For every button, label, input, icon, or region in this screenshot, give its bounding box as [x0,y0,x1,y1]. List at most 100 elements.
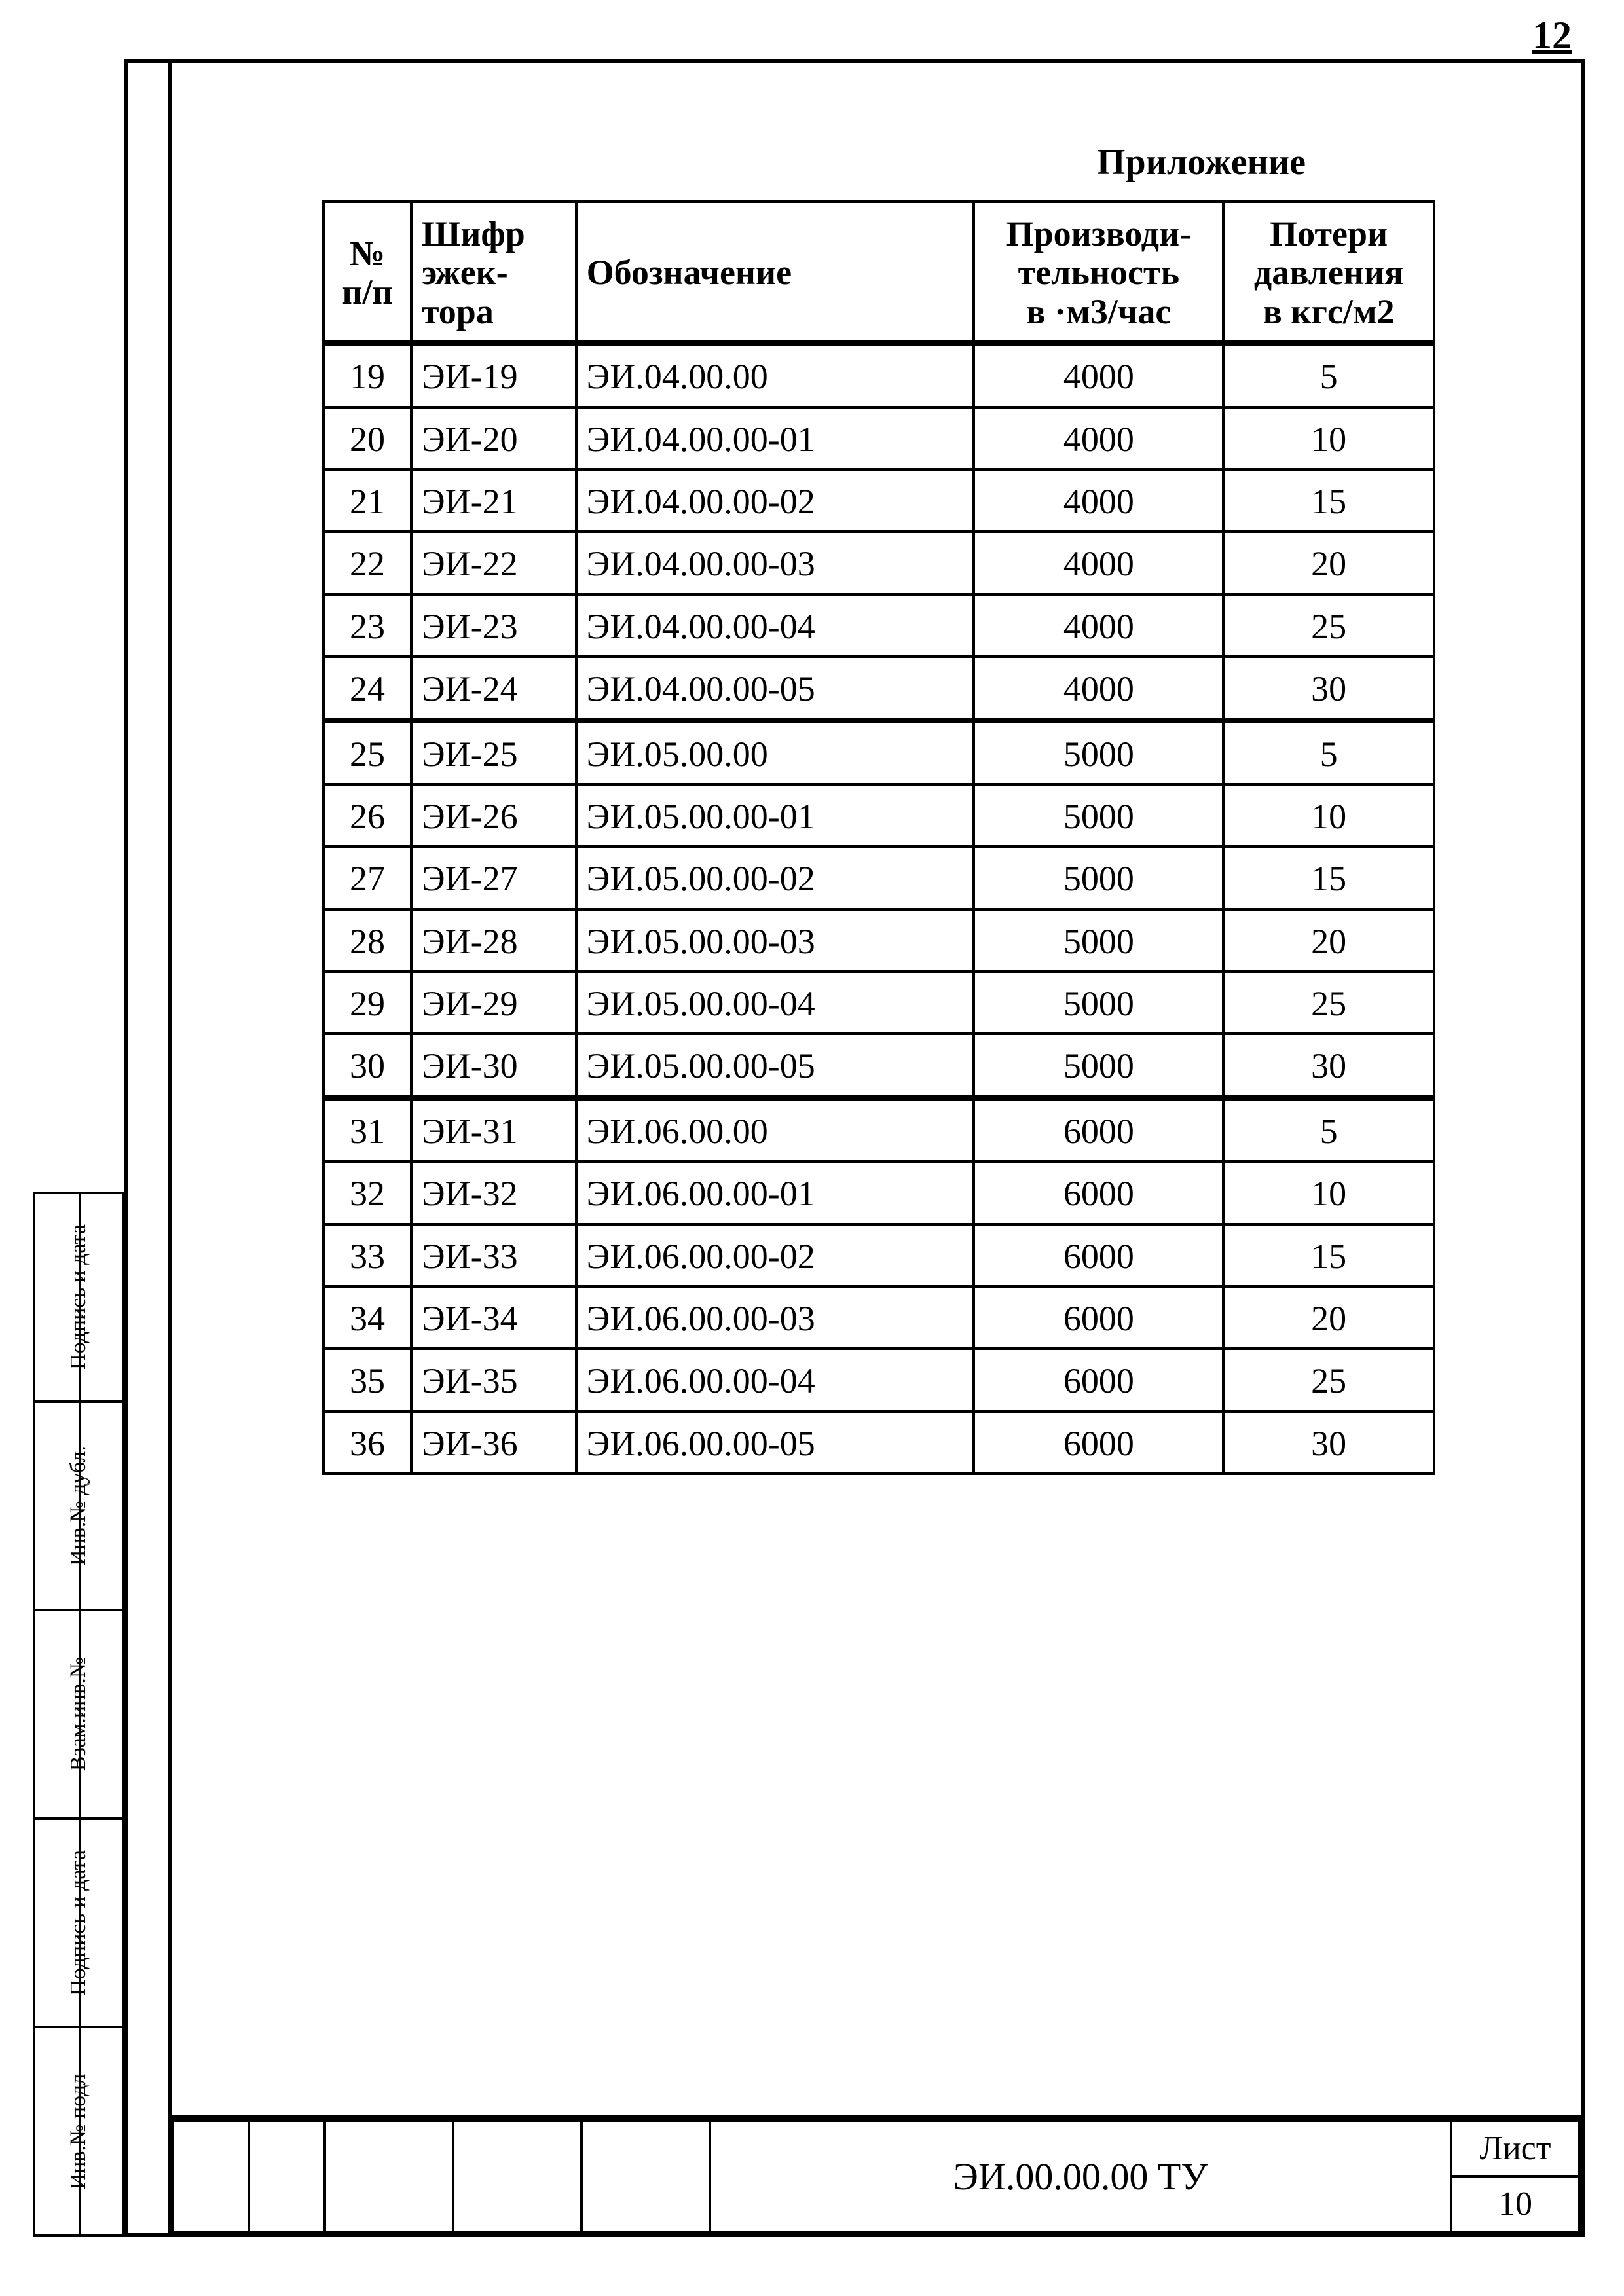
cell-idx: 36 [323,1412,411,1474]
cell-idx: 26 [323,784,411,847]
page-number-top: 12 [1532,13,1572,58]
rev-label: Подпись и дата [66,1850,91,1995]
tb-cell [173,2121,249,2232]
sheet-number: 10 [1451,2176,1579,2232]
cell-idx: 22 [323,532,411,594]
cell-loss: 25 [1223,594,1434,657]
table-row: 22ЭИ-22ЭИ.04.00.00-03400020 [323,532,1434,594]
tb-cell [453,2121,581,2232]
cell-desig: ЭИ.04.00.00 [576,343,974,407]
table-row: 36ЭИ-36ЭИ.06.00.00-05600030 [323,1412,1434,1474]
table-row: 33ЭИ-33ЭИ.06.00.00-02600015 [323,1224,1434,1286]
title-block: ЭИ.00.00.00 ТУ Лист 10 [172,2115,1581,2233]
rev-cell: Подпись и дата [35,1194,122,1400]
cell-idx: 23 [323,594,411,657]
cell-perf: 5000 [974,784,1223,847]
cell-code: ЭИ-26 [411,784,576,847]
title-block-table: ЭИ.00.00.00 ТУ Лист 10 [172,2119,1581,2233]
cell-idx: 31 [323,1098,411,1161]
cell-desig: ЭИ.04.00.00-02 [576,469,974,532]
cell-code: ЭИ-29 [411,972,576,1034]
cell-code: ЭИ-33 [411,1224,576,1286]
cell-perf: 4000 [974,469,1223,532]
revision-strip: Подпись и дата Инв.№ дубл. Взам.инв.№ По… [33,1192,124,2237]
rev-label: Инв.№ дубл. [66,1446,91,1566]
table-row: 23ЭИ-23ЭИ.04.00.00-04400025 [323,594,1434,657]
table-row: 32ЭИ-32ЭИ.06.00.00-01600010 [323,1161,1434,1224]
tb-cell [325,2121,453,2232]
cell-loss: 25 [1223,1349,1434,1411]
cell-desig: ЭИ.05.00.00 [576,721,974,784]
cell-code: ЭИ-27 [411,847,576,909]
rev-label: Взам.инв.№ [66,1657,91,1772]
cell-desig: ЭИ.04.00.00-05 [576,657,974,720]
cell-perf: 6000 [974,1224,1223,1286]
cell-desig: ЭИ.05.00.00-04 [576,972,974,1034]
table-row: 34ЭИ-34ЭИ.06.00.00-03600020 [323,1286,1434,1349]
sheet-label: Лист [1451,2121,1579,2176]
tb-cell [581,2121,710,2232]
cell-code: ЭИ-24 [411,657,576,720]
cell-loss: 25 [1223,972,1434,1034]
table-row: 29ЭИ-29ЭИ.05.00.00-04500025 [323,972,1434,1034]
cell-loss: 10 [1223,407,1434,469]
cell-code: ЭИ-34 [411,1286,576,1349]
ejector-table: №п/п Шифрэжек-тора Обозначение Производи… [322,200,1435,1475]
cell-desig: ЭИ.04.00.00-01 [576,407,974,469]
cell-perf: 5000 [974,972,1223,1034]
table-row: 19ЭИ-19ЭИ.04.00.0040005 [323,343,1434,407]
rev-cell: Подпись и дата [35,1817,122,2026]
cell-code: ЭИ-30 [411,1034,576,1097]
cell-code: ЭИ-21 [411,469,576,532]
table-row: 30ЭИ-30ЭИ.05.00.00-05500030 [323,1034,1434,1097]
cell-code: ЭИ-31 [411,1098,576,1161]
rev-cell: Взам.инв.№ [35,1609,122,1817]
tb-cell [249,2121,325,2232]
cell-desig: ЭИ.05.00.00-01 [576,784,974,847]
cell-code: ЭИ-20 [411,407,576,469]
col-idx-header: №п/п [323,202,411,343]
doc-number: ЭИ.00.00.00 ТУ [710,2121,1451,2232]
cell-idx: 30 [323,1034,411,1097]
cell-perf: 6000 [974,1161,1223,1224]
cell-perf: 6000 [974,1349,1223,1411]
col-desig-header: Обозначение [576,202,974,343]
cell-desig: ЭИ.06.00.00-03 [576,1286,974,1349]
cell-loss: 20 [1223,532,1434,594]
table-row: 35ЭИ-35ЭИ.06.00.00-04600025 [323,1349,1434,1411]
cell-perf: 4000 [974,532,1223,594]
inner-frame: Приложение №п/п Шифрэжек-тора Обозначени… [168,63,1581,2233]
cell-idx: 20 [323,407,411,469]
cell-code: ЭИ-19 [411,343,576,407]
cell-desig: ЭИ.06.00.00 [576,1098,974,1161]
cell-code: ЭИ-25 [411,721,576,784]
cell-perf: 4000 [974,594,1223,657]
cell-perf: 6000 [974,1412,1223,1474]
cell-desig: ЭИ.05.00.00-03 [576,909,974,972]
cell-desig: ЭИ.06.00.00-01 [576,1161,974,1224]
cell-perf: 5000 [974,721,1223,784]
table-row: 31ЭИ-31ЭИ.06.00.0060005 [323,1098,1434,1161]
cell-desig: ЭИ.06.00.00-02 [576,1224,974,1286]
cell-code: ЭИ-35 [411,1349,576,1411]
table-header-row: №п/п Шифрэжек-тора Обозначение Производи… [323,202,1434,343]
col-code-header: Шифрэжек-тора [411,202,576,343]
cell-idx: 33 [323,1224,411,1286]
cell-perf: 4000 [974,407,1223,469]
cell-perf: 4000 [974,343,1223,407]
cell-loss: 15 [1223,1224,1434,1286]
cell-code: ЭИ-28 [411,909,576,972]
table-body: 19ЭИ-19ЭИ.04.00.004000520ЭИ-20ЭИ.04.00.0… [323,343,1434,1474]
cell-perf: 5000 [974,847,1223,909]
rev-cell: Инв.№ подл [35,2026,122,2234]
cell-loss: 5 [1223,1098,1434,1161]
cell-perf: 5000 [974,909,1223,972]
cell-loss: 20 [1223,909,1434,972]
table-row: 28ЭИ-28ЭИ.05.00.00-03500020 [323,909,1434,972]
cell-idx: 21 [323,469,411,532]
cell-desig: ЭИ.04.00.00-04 [576,594,974,657]
cell-loss: 30 [1223,657,1434,720]
cell-idx: 32 [323,1161,411,1224]
cell-loss: 15 [1223,847,1434,909]
cell-loss: 30 [1223,1034,1434,1097]
